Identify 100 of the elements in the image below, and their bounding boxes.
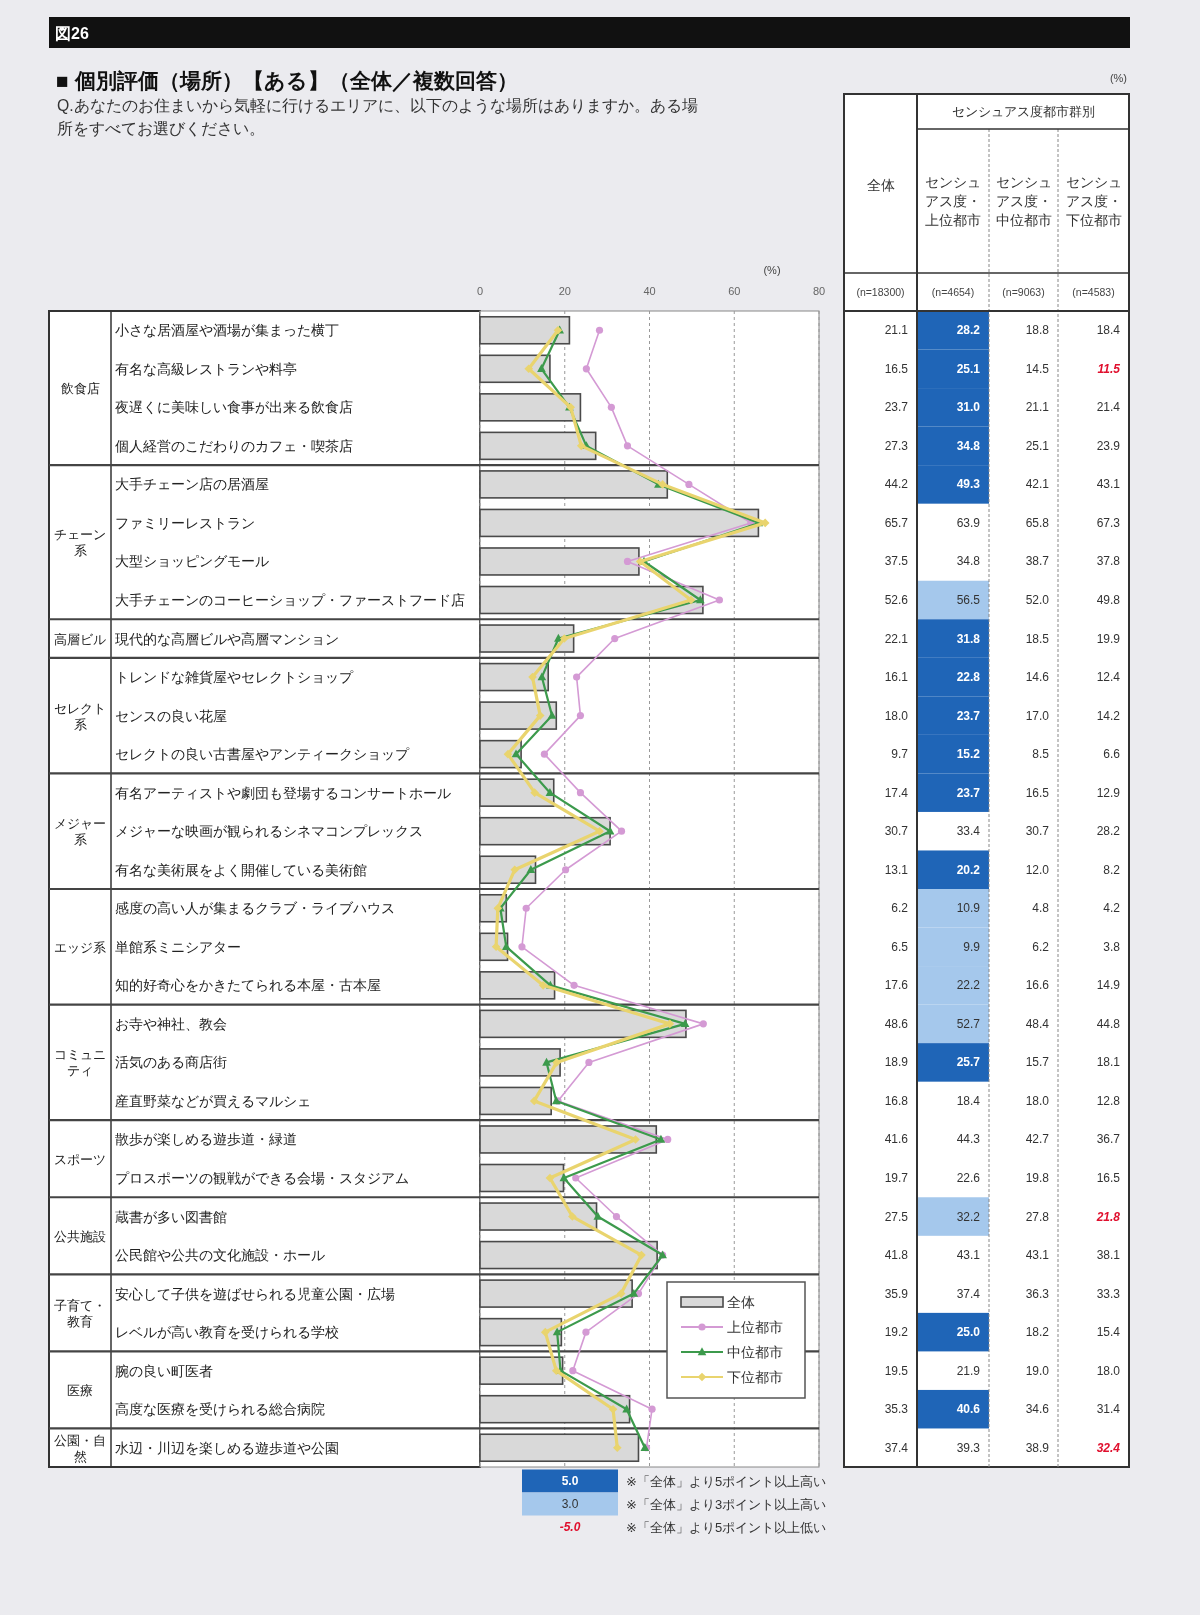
text: 全体: [866, 177, 895, 193]
point: [552, 1327, 562, 1336]
data-label: 19.8: [1025, 1171, 1050, 1185]
data-label: 19.9: [1096, 631, 1121, 646]
point: [501, 942, 511, 951]
data-label: 10.9: [956, 901, 981, 916]
data-label: 23.9: [1096, 438, 1121, 453]
data-label: 14.5: [1025, 361, 1050, 376]
y-tick-label: 個人経営のこだわりのカフェ・喫茶店: [115, 438, 353, 454]
data-label: 4.2: [1103, 901, 1121, 916]
bar: [479, 547, 640, 576]
data-label: 37.8: [1096, 554, 1121, 569]
data-label: 22.2: [956, 978, 981, 993]
y-tick-label: メジャーな映画が観られるシネマコンプレックス: [115, 823, 423, 839]
data-label: 6.2: [891, 901, 909, 916]
data-label: 16.1: [884, 670, 909, 685]
data-label: 19.0: [1025, 1363, 1050, 1378]
data-label: 18.9: [884, 1055, 909, 1070]
point: [511, 749, 521, 758]
text: エッジ系: [54, 939, 106, 955]
x-tick-label: 80: [812, 285, 826, 297]
data-label: 39.3: [956, 1440, 981, 1455]
data-label: 25.7: [956, 1055, 981, 1070]
data-label: 14.6: [1025, 670, 1050, 685]
data-label: 17.4: [884, 785, 909, 800]
point: [569, 1367, 577, 1375]
data-label: 22.6: [956, 1171, 981, 1185]
y-tick-label: 蔵書が多い図書館: [115, 1209, 227, 1225]
bar: [479, 315, 571, 345]
text: (n=4654): [931, 286, 975, 298]
bar: [479, 1317, 563, 1347]
data-label: 12.0: [1025, 862, 1050, 877]
data-label: 14.2: [1096, 708, 1121, 723]
data-label: 18.0: [1025, 1093, 1050, 1108]
y-tick-label: 有名な高級レストランや料亭: [115, 361, 297, 377]
y-tick-label: 単館系ミニシアター: [115, 939, 241, 955]
bar: [479, 470, 669, 499]
text: (n=18300): [856, 286, 905, 298]
y-tick-label: 公民館や公共の文化施設・ホール: [115, 1247, 325, 1263]
data-label: 31.0: [956, 400, 981, 415]
bar: [479, 971, 556, 1000]
data-label: 18.8: [1025, 323, 1050, 338]
data-label: 38.7: [1025, 554, 1050, 569]
text: (n=4583): [1072, 286, 1115, 298]
point: [518, 943, 526, 951]
bar: [479, 508, 760, 538]
point: [572, 1174, 580, 1182]
data-label: 27.3: [884, 438, 909, 453]
data-label: 44.3: [956, 1132, 981, 1147]
data-label: 37.4: [956, 1286, 981, 1301]
point: [612, 1212, 621, 1221]
data-label: 38.9: [1025, 1440, 1050, 1455]
data-label: 67.3: [1096, 515, 1121, 530]
data-label: 6.6: [1103, 747, 1121, 762]
point: [656, 1134, 666, 1143]
data-label: 8.2: [1103, 862, 1121, 877]
text: (%): [1109, 72, 1127, 84]
text: ■ 個別評価（場所）【ある】（全体／複数回答）: [56, 68, 518, 93]
data-label: 18.1: [1096, 1055, 1121, 1070]
data-label: 42.1: [1025, 477, 1050, 492]
x-tick-label: 20: [558, 285, 571, 297]
text: 医療: [67, 1382, 93, 1398]
point: [664, 1135, 672, 1144]
data-label: 18.4: [956, 1093, 981, 1108]
key: 5.0 ※「全体」より5ポイント以上高い 3.0 ※「全体」より3ポイント以上高い -5.0 ※「全体」より5ポイント以上低い: [522, 1469, 827, 1535]
data-label: 21.1: [884, 323, 909, 338]
data-label: 37.5: [884, 554, 909, 569]
data-label: 19.2: [884, 1325, 909, 1340]
legend-label: 上位都市: [727, 1319, 783, 1335]
point: [510, 865, 520, 875]
data-label: 33.3: [1096, 1286, 1121, 1301]
point: [537, 672, 547, 681]
point: [582, 365, 590, 373]
point: [537, 364, 546, 373]
point: [545, 1173, 555, 1183]
text: 公園・自然: [54, 1432, 106, 1464]
y-tick-label: 感度の高い人が集まるクラブ・ライブハウス: [115, 900, 395, 916]
point: [612, 1443, 622, 1453]
point: [608, 1404, 618, 1414]
legend-label: 全体: [727, 1294, 755, 1310]
data-label: 36.7: [1096, 1132, 1121, 1147]
data-label: 11.5: [1097, 361, 1121, 376]
point: [573, 673, 581, 681]
data-label: 44.8: [1096, 1016, 1121, 1031]
data-label: 19.7: [884, 1171, 909, 1185]
bar: [479, 1202, 598, 1231]
data-label: 65.8: [1025, 515, 1050, 530]
y-tick-label: 有名アーティストや劇団も登場するコンサートホール: [115, 785, 451, 801]
data-label: 13.1: [884, 862, 909, 877]
y-tick-label: 産直野菜などが買えるマルシェ: [115, 1093, 311, 1109]
text: 子育て・教育: [54, 1297, 106, 1329]
data-label: 63.9: [956, 515, 981, 530]
legend-label: 下位都市: [727, 1369, 783, 1385]
data-label: 21.1: [1025, 400, 1050, 415]
point: [699, 1020, 707, 1028]
data-label: 34.6: [1025, 1402, 1050, 1417]
y-tick-label: レベルが高い教育を受けられる学校: [115, 1323, 339, 1340]
y-tick-label: トレンドな雑貨屋やセレクトショップ: [115, 669, 354, 685]
text: セレクト系: [54, 700, 106, 732]
data-label: 27.8: [1025, 1209, 1050, 1224]
